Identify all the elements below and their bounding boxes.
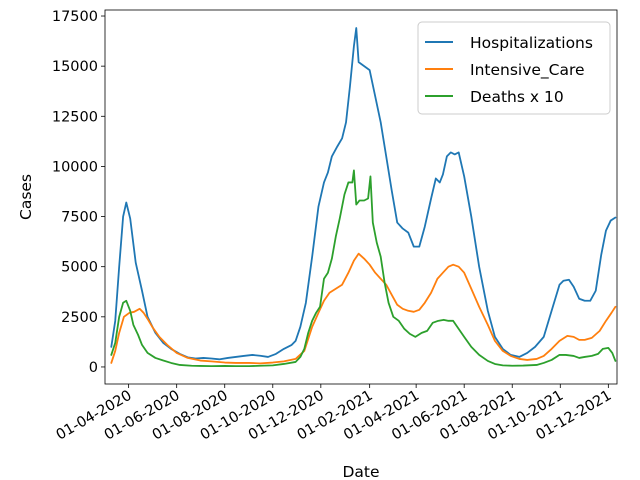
legend-frame xyxy=(417,21,611,115)
x-axis-ticks: 01-04-202001-06-202001-08-202001-10-2020… xyxy=(54,384,614,444)
y-tick-label: 17500 xyxy=(52,9,98,25)
legend-label-deaths: Deaths x 10 xyxy=(470,88,564,106)
x-axis-label: Date xyxy=(342,463,379,480)
y-tick-label: 5000 xyxy=(61,260,98,276)
y-tick-label: 12500 xyxy=(52,109,98,125)
y-axis-ticks: 0 2500 5000 7500 10000 12500 15000 17500 xyxy=(52,9,105,376)
series-layer xyxy=(110,27,617,368)
series-line-deaths-x-10 xyxy=(110,169,617,368)
y-tick-label: 15000 xyxy=(52,59,98,75)
y-tick-label: 10000 xyxy=(52,159,98,175)
legend: Hospitalizations Intensive_Care Deaths x… xyxy=(417,21,611,115)
legend-label-intensive-care: Intensive_Care xyxy=(470,61,585,80)
y-tick-label: 2500 xyxy=(61,310,98,326)
y-axis-label: Cases xyxy=(17,174,35,220)
y-tick-label: 7500 xyxy=(61,210,98,226)
y-tick-label: 0 xyxy=(89,360,98,376)
legend-label-hospitalizations: Hospitalizations xyxy=(470,34,593,52)
series-line-hospitalizations xyxy=(110,27,617,361)
series-line-intensive-care xyxy=(110,252,617,365)
